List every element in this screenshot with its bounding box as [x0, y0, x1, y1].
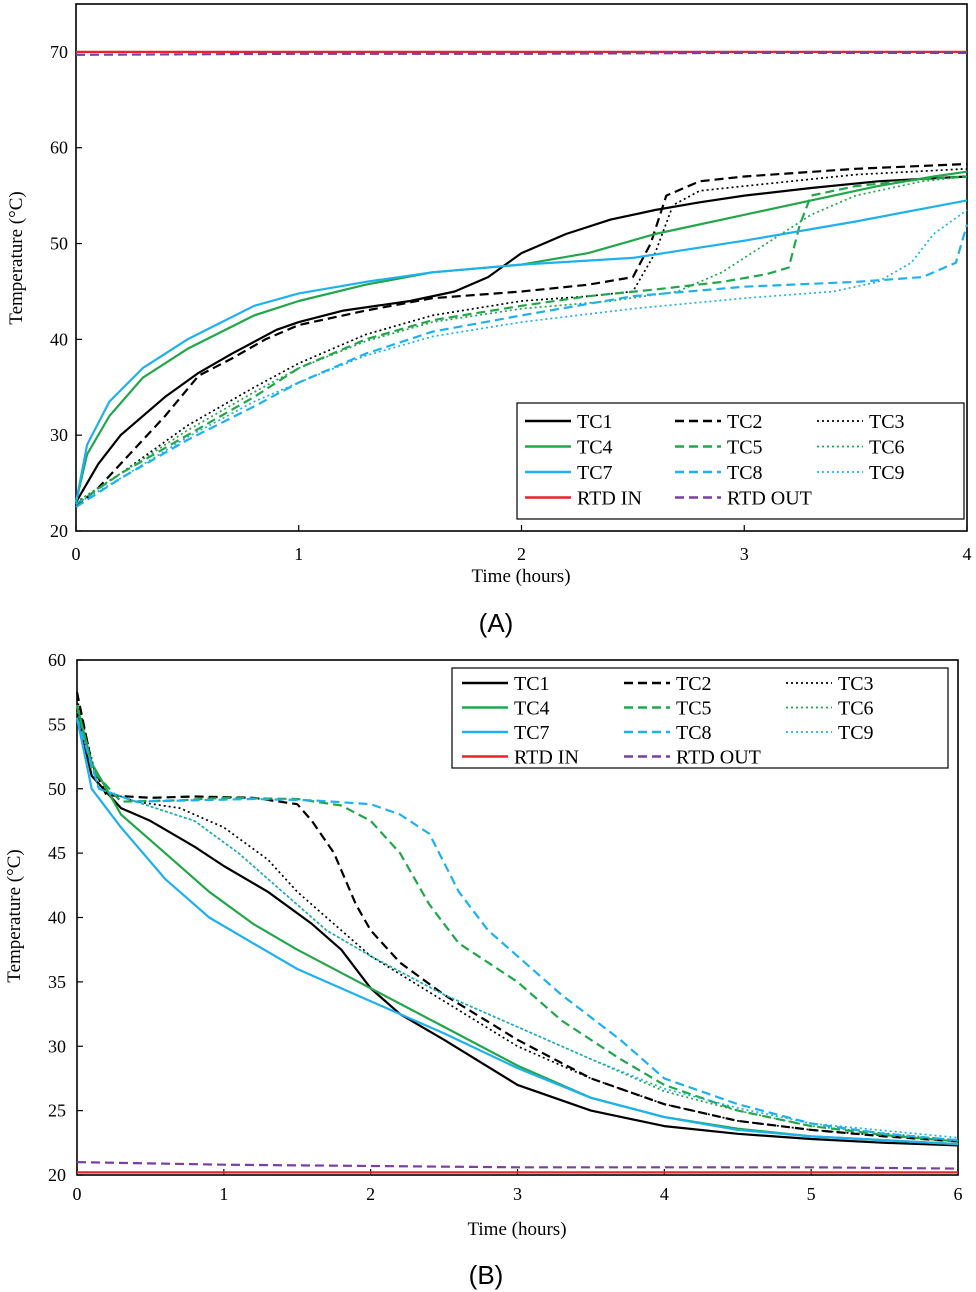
panel-b-series-tc9 — [76, 717, 959, 1139]
panel-a-series-tc8 — [75, 224, 969, 508]
panel-b-x-tick-label: 2 — [366, 1184, 375, 1204]
panel-b-legend-label-tc5: TC5 — [676, 698, 712, 720]
panel-b-y-tick-label: 45 — [48, 843, 66, 863]
panel-a-legend-box — [516, 402, 965, 520]
panel-a-y-tick-label: 40 — [50, 329, 68, 349]
panel-a-series-tc7 — [74, 199, 968, 503]
panel-a-y-tick-label: 50 — [50, 234, 68, 254]
panel-b-series-tc7 — [75, 717, 959, 1146]
panel-b-x-tick-label: 1 — [219, 1184, 228, 1204]
panel-b-series-tc3 — [76, 698, 959, 1143]
panel-b-caption: (B) — [469, 1260, 504, 1290]
panel-b-y-tick-label: 55 — [48, 714, 66, 734]
panel-a-y-axis-title: Temperature (°C) — [6, 191, 27, 324]
panel-a-series-tc1 — [75, 175, 968, 503]
panel-a-legend: TC1 TC2 TC3 TC4 TC5 TC6 TC7 TC8 TC9 RTD IN RTD OUT — [516, 402, 965, 520]
panel-b-legend-label-tc9: TC9 — [838, 722, 874, 744]
panel-a-x-axis: 0 1 2 3 4 — [72, 525, 972, 564]
panel-b-y-axis-title: Temperature (°C) — [4, 849, 25, 982]
panel-a-series-tc9 — [75, 209, 968, 505]
panel-a-legend-label-tc4: TC4 — [577, 437, 613, 459]
panel-b-legend-label-tc6: TC6 — [838, 698, 874, 720]
panel-b-x-axis: 0 1 2 3 4 5 6 — [73, 1169, 963, 1204]
panel-b-legend-label-rtd-in: RTD IN — [514, 747, 579, 769]
panel-a-series-lines — [74, 50, 969, 508]
panel-a-series-tc5 — [75, 175, 968, 506]
panel-a-legend-label-rtd-in: RTD IN — [577, 488, 642, 510]
panel-b-legend-label-tc3: TC3 — [838, 673, 874, 695]
panel-a-series-rtd-out — [75, 51, 967, 56]
panel-b-y-tick-label: 20 — [48, 1165, 66, 1185]
panel-b-series-lines — [75, 691, 959, 1174]
panel-a-y-axis: 20 30 40 50 60 70 — [50, 42, 82, 541]
panel-a-chart: 20 30 40 50 60 70 0 1 2 3 4 Time (hours) Temperat… — [6, 3, 972, 638]
panel-a-legend-label-tc9: TC9 — [869, 462, 905, 484]
panel-b-x-tick-label: 6 — [954, 1184, 963, 1204]
panel-b-y-tick-label: 60 — [48, 650, 66, 670]
panel-a-caption: (A) — [479, 608, 514, 638]
panel-a-series-tc2 — [75, 162, 968, 508]
panel-a-legend-label-tc8: TC8 — [727, 462, 763, 484]
panel-a-x-tick-label: 0 — [72, 544, 81, 564]
panel-a-y-tick-label: 20 — [50, 521, 68, 541]
panel-b-series-tc8 — [75, 717, 959, 1142]
panel-a-y-tick-label: 60 — [50, 138, 68, 158]
panel-a-series-tc3 — [75, 167, 968, 504]
panel-b-series-tc2 — [75, 691, 959, 1143]
panel-b-x-tick-label: 5 — [807, 1184, 816, 1204]
panel-b-legend-label-tc8: TC8 — [676, 722, 712, 744]
panel-b-legend-label-tc1: TC1 — [514, 673, 550, 695]
panel-a-x-tick-label: 2 — [517, 544, 526, 564]
panel-a-x-axis-title: Time (hours) — [471, 566, 570, 587]
panel-b-series-tc6 — [76, 711, 959, 1142]
panel-b-y-axis: 20 25 30 35 40 45 50 55 60 — [48, 650, 83, 1185]
panel-b-y-tick-label: 40 — [48, 908, 66, 928]
panel-b-legend-box — [451, 667, 949, 769]
panel-b-series-tc1 — [75, 711, 959, 1147]
panel-a-legend-label-tc7: TC7 — [577, 462, 613, 484]
panel-b-y-tick-label: 35 — [48, 972, 66, 992]
panel-a-legend-label-tc2: TC2 — [727, 411, 763, 433]
panel-b-x-axis-title: Time (hours) — [467, 1219, 566, 1240]
panel-b-x-tick-label: 3 — [513, 1184, 522, 1204]
panel-b-legend-label-tc2: TC2 — [676, 673, 712, 695]
panel-b-legend-label-tc7: TC7 — [514, 722, 550, 744]
panel-a-legend-label-tc5: TC5 — [727, 437, 763, 459]
panel-b-x-tick-label: 4 — [660, 1184, 669, 1204]
panel-b-legend: TC1 TC2 TC3 TC4 TC5 TC6 TC7 TC8 TC9 RTD IN RTD OUT — [451, 667, 949, 769]
panel-b-y-tick-label: 25 — [48, 1101, 66, 1121]
panel-a-legend-label-rtd-out: RTD OUT — [727, 488, 812, 510]
panel-a-x-tick-label: 4 — [963, 544, 972, 564]
panel-b-legend-label-rtd-out: RTD OUT — [676, 747, 761, 769]
panel-a-y-tick-label: 70 — [50, 42, 68, 62]
panel-b-legend-label-tc4: TC4 — [514, 698, 550, 720]
panel-a-legend-label-tc6: TC6 — [869, 437, 905, 459]
panel-b-series-tc5 — [75, 704, 959, 1143]
panel-b-y-tick-label: 50 — [48, 779, 66, 799]
panel-a-x-tick-label: 1 — [294, 544, 303, 564]
panel-b-series-tc4 — [75, 704, 959, 1146]
panel-a-legend-label-tc1: TC1 — [577, 411, 613, 433]
panel-a-x-tick-label: 3 — [740, 544, 749, 564]
panel-b-y-tick-label: 30 — [48, 1036, 66, 1056]
panel-a-legend-label-tc3: TC3 — [869, 411, 905, 433]
panel-b-x-tick-label: 0 — [73, 1184, 82, 1204]
panel-b-series-rtd-out — [76, 1161, 959, 1170]
panel-a-y-tick-label: 30 — [50, 425, 68, 445]
panel-a-series-tc6 — [75, 175, 968, 504]
